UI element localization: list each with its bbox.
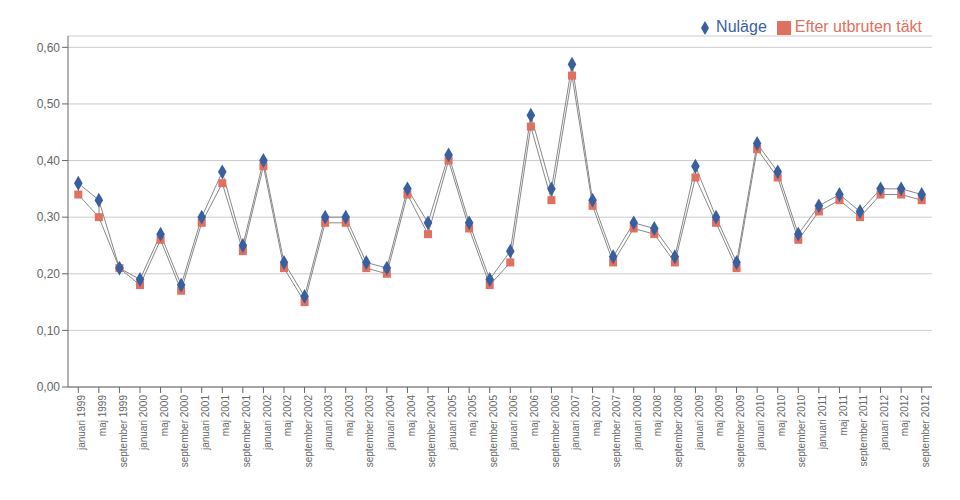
html-text:Nuläge: Nuläge bbox=[716, 18, 767, 35]
svg-text:0,60: 0,60 bbox=[37, 41, 61, 55]
svg-text:september 2005: september 2005 bbox=[488, 395, 499, 468]
svg-text:januari 2011: januari 2011 bbox=[817, 395, 828, 451]
svg-text:september 2002: september 2002 bbox=[303, 395, 314, 468]
svg-text:0,30: 0,30 bbox=[37, 210, 61, 224]
svg-text:maj 2008: maj 2008 bbox=[652, 395, 663, 437]
svg-text:januari 2006: januari 2006 bbox=[508, 395, 519, 451]
svg-text:september 1999: september 1999 bbox=[118, 395, 129, 468]
svg-text:maj 2004: maj 2004 bbox=[406, 395, 417, 437]
svg-text:maj 1999: maj 1999 bbox=[97, 395, 108, 437]
svg-text:maj 2001: maj 2001 bbox=[220, 395, 231, 437]
svg-text:januari 2000: januari 2000 bbox=[138, 395, 149, 451]
svg-text:maj 2005: maj 2005 bbox=[467, 395, 478, 437]
svg-text:0,40: 0,40 bbox=[37, 154, 61, 168]
svg-text:maj 2007: maj 2007 bbox=[591, 395, 602, 437]
svg-text:september 2007: september 2007 bbox=[611, 395, 622, 468]
svg-text:september 2011: september 2011 bbox=[858, 395, 869, 467]
svg-text:januari 2004: januari 2004 bbox=[385, 395, 396, 451]
svg-text:januari 2008: januari 2008 bbox=[632, 395, 643, 451]
svg-text:september 2001: september 2001 bbox=[241, 395, 252, 468]
svg-text:januari 2010: januari 2010 bbox=[755, 395, 766, 451]
svg-text:maj 2009: maj 2009 bbox=[714, 395, 725, 437]
svg-text:maj 2003: maj 2003 bbox=[344, 395, 355, 437]
svg-text:maj 2011: maj 2011 bbox=[838, 395, 849, 436]
svg-text:september 2000: september 2000 bbox=[179, 395, 190, 468]
svg-text:maj 2002: maj 2002 bbox=[282, 395, 293, 437]
svg-text:0,00: 0,00 bbox=[37, 380, 61, 394]
svg-text:september 2012: september 2012 bbox=[920, 395, 931, 468]
svg-text:januari 2003: januari 2003 bbox=[323, 395, 334, 451]
svg-text:maj 2012: maj 2012 bbox=[899, 395, 910, 437]
html-text:Efter utbruten täkt: Efter utbruten täkt bbox=[794, 18, 922, 35]
svg-text:maj 2000: maj 2000 bbox=[159, 395, 170, 437]
svg-text:januari 2001: januari 2001 bbox=[200, 395, 211, 451]
svg-text:september 2003: september 2003 bbox=[364, 395, 375, 468]
svg-text:januari 1999: januari 1999 bbox=[76, 395, 87, 451]
svg-text:januari 2009: januari 2009 bbox=[694, 395, 705, 451]
svg-text:maj 2010: maj 2010 bbox=[776, 395, 787, 437]
svg-text:september 2004: september 2004 bbox=[426, 395, 437, 468]
svg-text:september 2009: september 2009 bbox=[735, 395, 746, 468]
svg-text:januari 2002: januari 2002 bbox=[262, 395, 273, 451]
svg-text:0,20: 0,20 bbox=[37, 267, 61, 281]
svg-text:0,50: 0,50 bbox=[37, 97, 61, 111]
svg-text:januari 2007: januari 2007 bbox=[570, 395, 581, 451]
svg-text:maj 2006: maj 2006 bbox=[529, 395, 540, 437]
svg-text:september 2010: september 2010 bbox=[796, 395, 807, 468]
svg-text:januari 2005: januari 2005 bbox=[447, 395, 458, 451]
svg-text:september 2008: september 2008 bbox=[673, 395, 684, 468]
svg-text:januari 2012: januari 2012 bbox=[879, 395, 890, 451]
svg-text:0,10: 0,10 bbox=[37, 324, 61, 338]
svg-text:september 2006: september 2006 bbox=[550, 395, 561, 468]
